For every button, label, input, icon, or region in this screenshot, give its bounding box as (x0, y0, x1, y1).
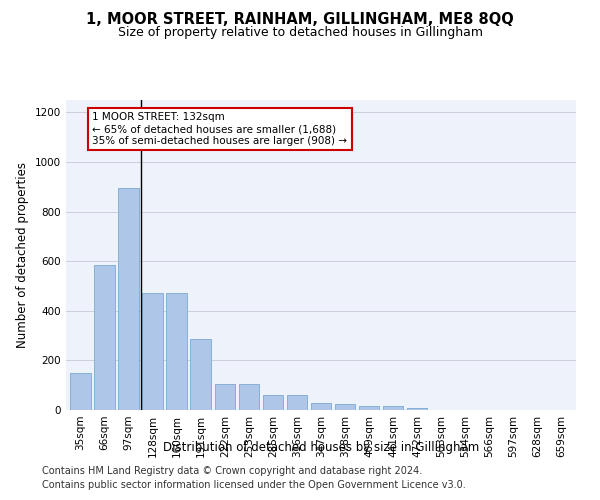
Bar (70, 373, 91, 410)
Bar (335, 404, 355, 410)
Text: Distribution of detached houses by size in Gillingham: Distribution of detached houses by size … (163, 441, 479, 454)
Bar (263, 395, 283, 410)
Bar (407, 408, 427, 410)
Bar (287, 395, 307, 410)
Text: Contains public sector information licensed under the Open Government Licence v3: Contains public sector information licen… (42, 480, 466, 490)
Bar (215, 384, 235, 410)
Bar (94, 265, 115, 410)
Bar (239, 384, 259, 410)
Bar (118, 188, 139, 410)
Text: Size of property relative to detached houses in Gillingham: Size of property relative to detached ho… (118, 26, 482, 39)
Bar (142, 294, 163, 410)
Bar (190, 340, 211, 410)
Bar (166, 294, 187, 410)
Bar (359, 406, 379, 410)
Text: 1 MOOR STREET: 132sqm
← 65% of detached houses are smaller (1,688)
35% of semi-d: 1 MOOR STREET: 132sqm ← 65% of detached … (92, 112, 347, 146)
Y-axis label: Number of detached properties: Number of detached properties (16, 162, 29, 348)
Text: Contains HM Land Registry data © Crown copyright and database right 2024.: Contains HM Land Registry data © Crown c… (42, 466, 422, 476)
Bar (311, 402, 331, 410)
Text: 1, MOOR STREET, RAINHAM, GILLINGHAM, ME8 8QQ: 1, MOOR STREET, RAINHAM, GILLINGHAM, ME8… (86, 12, 514, 28)
Bar (383, 406, 403, 410)
